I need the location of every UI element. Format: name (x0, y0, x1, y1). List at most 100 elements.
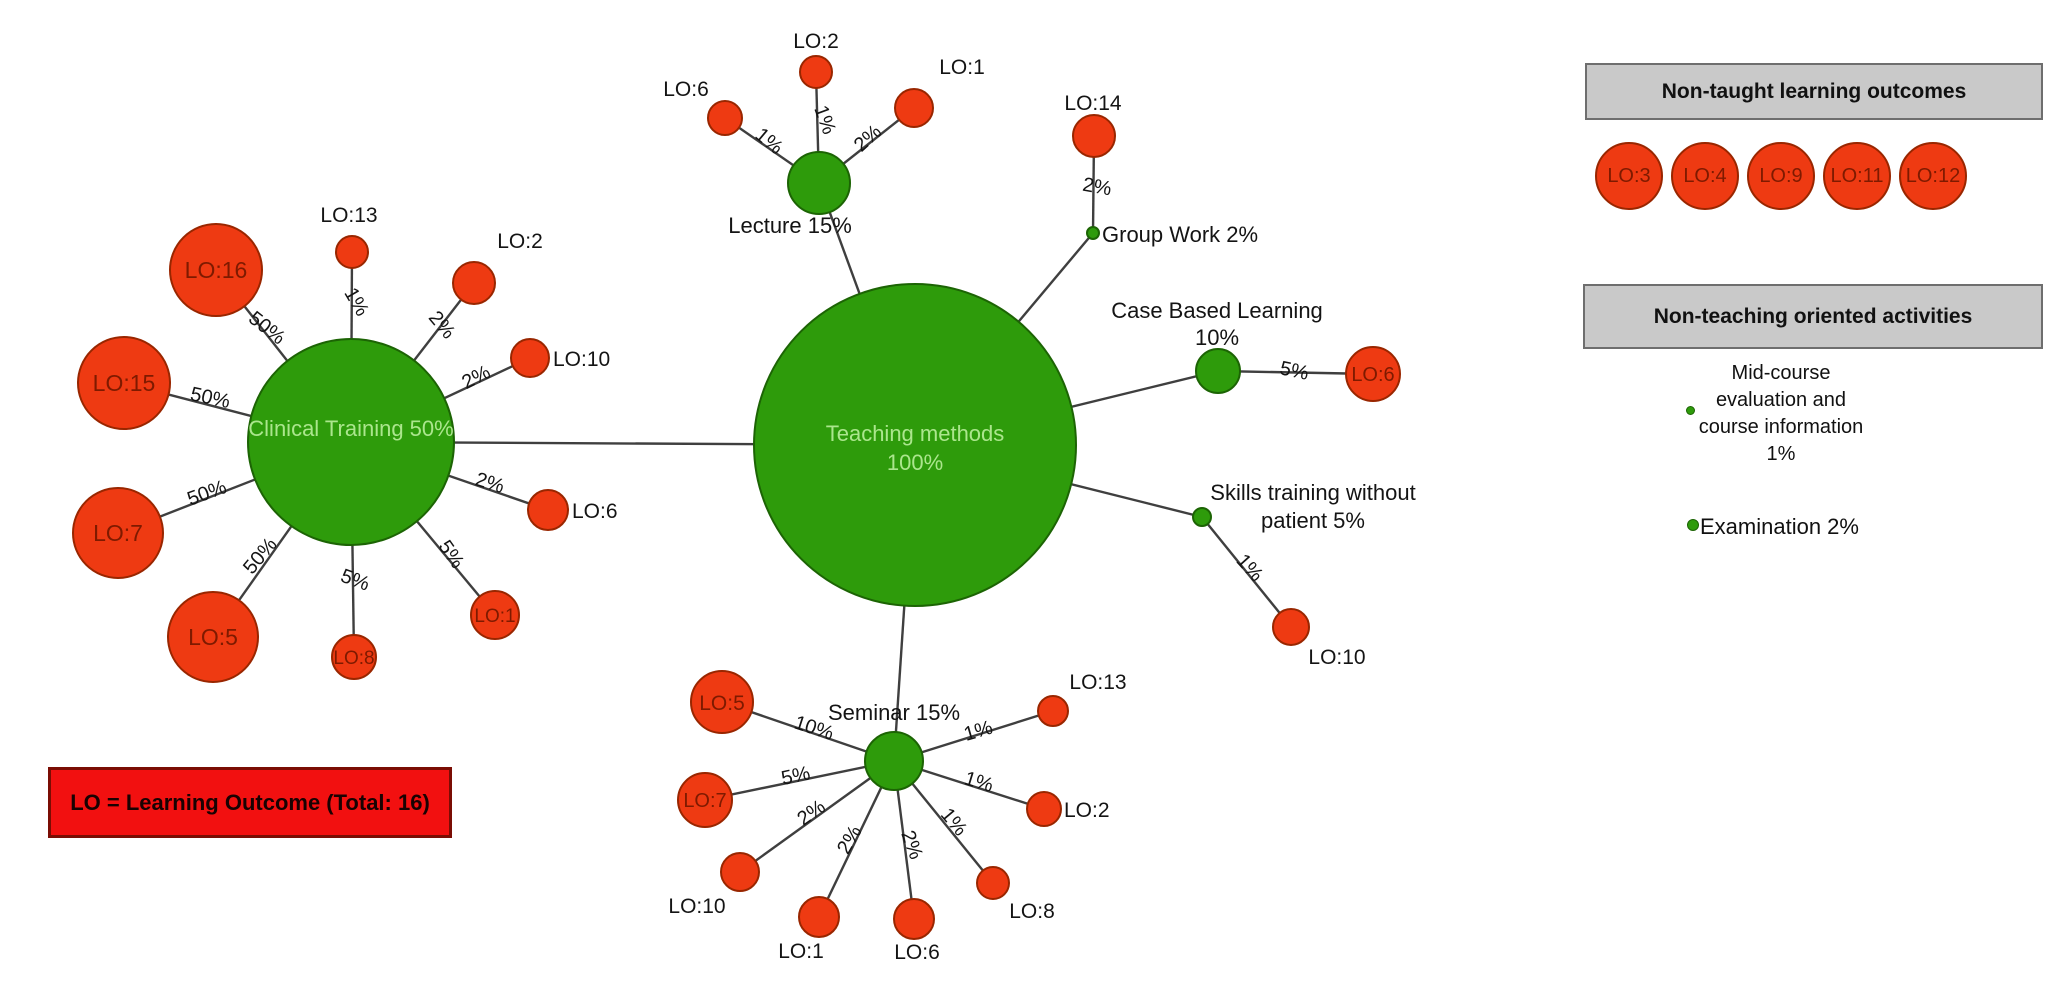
edge-line (1201, 516, 1292, 628)
lo4-node: LO:4 (1671, 142, 1739, 210)
examination-dot-icon (1687, 519, 1699, 531)
group-work-label: Group Work 2% (1102, 222, 1258, 247)
seminar-lo5-node (690, 670, 754, 734)
non-teaching-header: Non-teaching oriented activities (1583, 284, 2043, 349)
seminar-label: Seminar 15% (828, 700, 960, 725)
lo12-label: LO:12 (1905, 164, 1961, 187)
clinical-lo13-label: LO:13 (320, 204, 377, 227)
skills-lo10-label: LO:10 (1308, 646, 1365, 669)
clinical-training-label: Clinical Training 50% (248, 416, 453, 441)
clinical-lo7-label: LO:7 (93, 520, 143, 546)
seminar-lo13-label: LO:13 (1069, 671, 1126, 694)
edge-label: 2% (1081, 174, 1114, 201)
lo3-label: LO:3 (1607, 164, 1651, 187)
groupwork-lo14-node (1072, 114, 1116, 158)
clinical-lo10-node (510, 338, 550, 378)
lecture-label: Lecture 15% (728, 213, 852, 238)
non-taught-header: Non-taught learning outcomes (1585, 63, 2043, 120)
clinical-lo8-node (331, 634, 377, 680)
skills-training-without-patient-label: patient 5% (1261, 508, 1365, 533)
clinical-lo5-node (167, 591, 259, 683)
non-taught-circles: LO:3 LO:4 LO:9 LO:11 LO:12 (1595, 142, 1967, 210)
edge-label: 1% (1232, 550, 1268, 586)
skills-lo10-node (1272, 608, 1310, 646)
non-teaching-title: Non-teaching oriented activities (1653, 304, 1973, 328)
clinical-lo8-label: LO:8 (333, 648, 374, 669)
clinical-lo6-label: LO:6 (572, 500, 618, 523)
clinical-lo5-label: LO:5 (188, 624, 238, 650)
seminar-lo10-node (720, 852, 760, 892)
skills-training-without-patient-label: Skills training without (1210, 480, 1415, 505)
clinical-lo2-label: LO:2 (497, 230, 543, 253)
edge-label: 2% (896, 828, 927, 863)
lo12-node: LO:12 (1899, 142, 1967, 210)
clinical-lo16-node (169, 223, 263, 317)
clinical-lo13-node (335, 235, 369, 269)
mid-course-line4: 1% (1766, 443, 1796, 465)
lecture-node (787, 151, 851, 215)
clinical-lo15-label: LO:15 (93, 370, 156, 396)
lecture-lo2-node (799, 55, 833, 89)
lo4-label: LO:4 (1683, 164, 1727, 187)
clinical-lo10-label: LO:10 (553, 348, 610, 371)
seminar-node (864, 731, 924, 791)
edge-label: 1% (936, 804, 972, 840)
lecture-lo6-node (707, 100, 743, 136)
edge-line (739, 760, 895, 873)
seminar-lo2-label: LO:2 (1064, 799, 1110, 822)
teaching-methods-label: 100% (887, 450, 943, 475)
case-based-learning-label: Case Based Learning (1111, 298, 1323, 323)
lecture-lo1-node (894, 88, 934, 128)
edge-label: 2% (793, 796, 829, 831)
lecture-lo6-label: LO:6 (663, 78, 709, 101)
groupwork-lo14-label: LO:14 (1064, 92, 1122, 115)
seminar-lo13-node (1037, 695, 1069, 727)
cbl-lo6-label: LO:6 (1351, 364, 1394, 386)
edge-label: 50% (184, 476, 229, 510)
examination-activity: Examination 2% (1700, 514, 1859, 539)
legend-box: LO = Learning Outcome (Total: 16) (48, 767, 452, 838)
seminar-lo1-node (798, 896, 840, 938)
clinical-lo7-node (72, 487, 164, 579)
lecture-lo1-label: LO:1 (939, 56, 985, 79)
clinical-lo15-node (77, 336, 171, 430)
teaching-methods-node (753, 283, 1077, 607)
edge-label: 1% (961, 717, 995, 746)
mid-course-line1: Mid-course (1731, 362, 1831, 384)
clinical-lo2-node (452, 261, 496, 305)
lo9-node: LO:9 (1747, 142, 1815, 210)
edge-label: 50% (188, 383, 232, 413)
edge-line (704, 759, 895, 802)
seminar-lo5-label: LO:5 (699, 692, 745, 715)
lecture-lo2-label: LO:2 (793, 30, 839, 53)
seminar-lo2-node (1026, 791, 1062, 827)
group-work-node (1086, 226, 1100, 240)
lo11-node: LO:11 (1823, 142, 1891, 210)
edge-label: 5% (434, 536, 469, 572)
clinical-lo16-label: LO:16 (185, 257, 248, 283)
edge-label: 1% (751, 124, 787, 160)
seminar-lo8-node (976, 866, 1010, 900)
lo9-label: LO:9 (1759, 164, 1803, 187)
clinical-lo1-node (470, 590, 520, 640)
mid-course-activity: Mid-course evaluation and course informa… (1666, 360, 1896, 468)
edge-label: 5% (1278, 357, 1311, 385)
clinical-lo6-node (527, 489, 569, 531)
edge-label: 1% (809, 103, 840, 138)
edge-label: 50% (239, 534, 282, 579)
seminar-lo8-label: LO:8 (1009, 900, 1055, 923)
edge-label: 2% (850, 121, 886, 157)
seminar-lo10-label: LO:10 (668, 895, 725, 918)
teaching-methods-label: Teaching methods (826, 421, 1005, 446)
clinical-training-node (247, 338, 455, 546)
edge-label: 2% (424, 307, 460, 343)
cbl-lo6-node (1345, 346, 1401, 402)
seminar-lo6-node (893, 898, 935, 940)
lo3-node: LO:3 (1595, 142, 1663, 210)
edge-label: 5% (779, 762, 812, 790)
mid-course-dot-icon (1686, 406, 1695, 415)
seminar-lo6-label: LO:6 (894, 941, 940, 964)
mid-course-line2: evaluation and (1715, 389, 1847, 411)
seminar-lo7-node (677, 772, 733, 828)
